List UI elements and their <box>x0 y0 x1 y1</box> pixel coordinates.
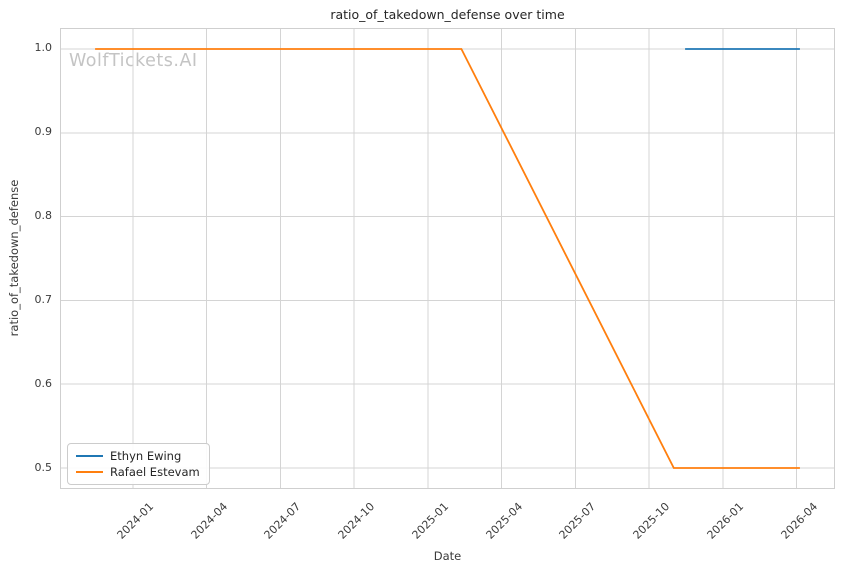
y-tick-label: 0.8 <box>34 209 53 223</box>
x-tick-label: 2026-04 <box>778 500 820 542</box>
y-tick-label: 0.6 <box>34 376 53 390</box>
legend-items: Ethyn Ewing Rafael Estevam <box>76 448 200 480</box>
chart-title: ratio_of_takedown_defense over time <box>330 7 565 22</box>
x-tick-label: 2024-01 <box>114 500 157 542</box>
series-line-rafael-estevam <box>95 48 800 469</box>
y-tick-label: 0.5 <box>34 460 53 474</box>
legend-label: Ethyn Ewing <box>110 449 182 463</box>
y-axis-label: ratio_of_takedown_defense <box>7 179 21 337</box>
y-tick-label: 0.9 <box>34 125 53 139</box>
x-tick-label: 2026-01 <box>704 500 747 542</box>
legend-line-swatch <box>76 471 103 473</box>
plot-border <box>60 28 835 489</box>
x-tick-label: 2025-04 <box>483 500 525 542</box>
x-axis-label: Date <box>433 549 462 563</box>
legend-item: Ethyn Ewing <box>76 448 200 464</box>
x-tick-label: 2025-01 <box>409 500 452 542</box>
legend-item: Rafael Estevam <box>76 464 200 480</box>
x-tick-label: 2025-10 <box>630 500 673 542</box>
y-tick-label: 1.0 <box>34 41 53 55</box>
x-tick-label: 2024-10 <box>335 500 378 542</box>
plot-area <box>60 28 835 489</box>
x-tick-label: 2024-04 <box>188 500 230 542</box>
legend: Ethyn Ewing Rafael Estevam <box>67 443 210 485</box>
legend-label: Rafael Estevam <box>110 465 200 479</box>
y-tick-label: 0.7 <box>34 292 53 306</box>
legend-line-swatch <box>76 455 103 457</box>
